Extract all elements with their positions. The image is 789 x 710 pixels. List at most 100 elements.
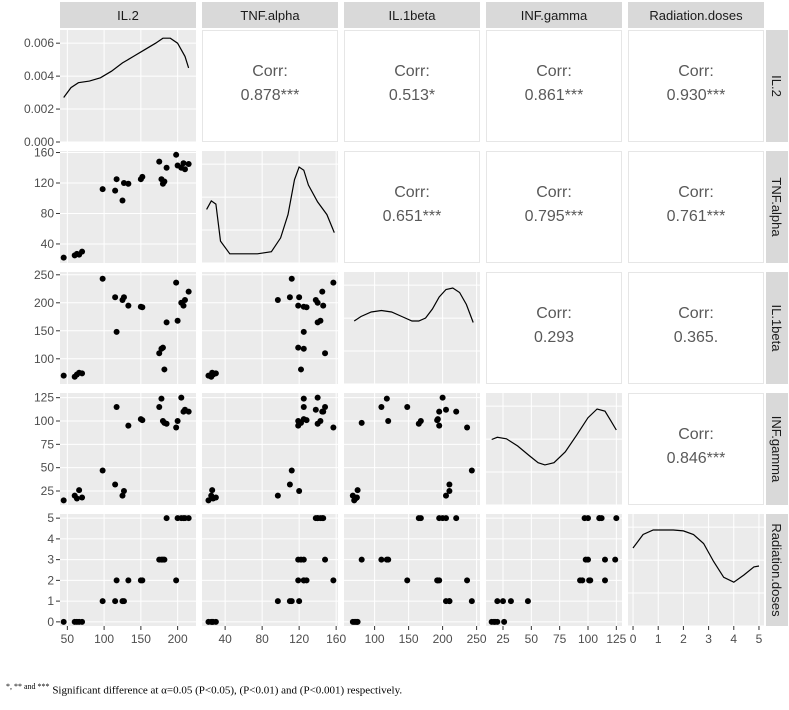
y-tick-label-tnf-alpha: 80 [41, 206, 55, 220]
corr-panel-il-2-vs-radiation-doses [628, 30, 764, 142]
data-point [156, 350, 163, 357]
corr-value-il-2-vs-inf-gamma: 0.861*** [525, 87, 584, 104]
y-tick-label-il-1beta: 200 [34, 296, 54, 310]
strip-right-inf-gamma [766, 393, 788, 505]
data-point [524, 598, 531, 605]
panel-il-1beta-vs-tnf-alpha [202, 272, 338, 384]
data-point [79, 370, 86, 377]
data-point [436, 408, 443, 415]
data-point [296, 488, 303, 494]
data-point [330, 577, 337, 584]
corr-label-il-2-vs-inf-gamma: Corr: [536, 63, 572, 80]
data-point [317, 418, 324, 424]
data-point [181, 166, 188, 173]
strip-label-top-tnf-alpha: TNF.alpha [240, 8, 300, 23]
data-point [120, 180, 127, 186]
data-point [312, 297, 319, 303]
data-point [112, 294, 119, 301]
density-curve-il-1beta [353, 287, 474, 323]
data-point [319, 288, 326, 295]
data-point [113, 404, 120, 410]
strip-top-inf-gamma [486, 2, 622, 28]
data-point [139, 173, 146, 180]
data-point [161, 178, 168, 185]
data-point [163, 420, 170, 427]
corr-label-il-1beta-vs-radiation-doses: Corr: [678, 305, 714, 322]
panel-tnf-alpha-vs-il-2 [60, 151, 196, 263]
y-tick-label-il-1beta: 100 [34, 352, 54, 366]
y-tick-label-radiation-doses: 2 [47, 573, 54, 587]
data-point [314, 394, 321, 401]
data-point [286, 598, 293, 605]
panel-radiation-doses-vs-radiation-doses [628, 514, 764, 626]
data-point [274, 492, 281, 499]
corr-value-tnf-alpha-vs-inf-gamma: 0.795*** [525, 208, 584, 225]
data-point [434, 417, 441, 424]
corr-label-il-2-vs-tnf-alpha: Corr: [252, 63, 288, 80]
corr-panel-tnf-alpha-vs-inf-gamma [486, 151, 622, 263]
corr-panel-il-2-vs-inf-gamma [486, 30, 622, 142]
panel-radiation-doses-vs-tnf-alpha [202, 514, 338, 626]
y-tick-label-tnf-alpha: 40 [41, 237, 55, 251]
corr-panel-tnf-alpha-vs-radiation-doses [628, 151, 764, 263]
strip-label-right-il-1beta: IL.1beta [769, 305, 784, 353]
x-tick-label-inf-gamma: 50 [525, 632, 539, 646]
data-point [319, 515, 326, 522]
x-tick-label-inf-gamma: 75 [553, 632, 567, 646]
x-tick-label-tnf-alpha: 160 [326, 632, 346, 646]
data-point [120, 488, 127, 494]
data-point [163, 319, 170, 326]
data-point [76, 487, 83, 494]
data-point [161, 366, 168, 373]
y-tick-label-tnf-alpha: 160 [34, 146, 54, 160]
data-point [312, 515, 319, 522]
corr-value-tnf-alpha-vs-il-1beta: 0.651*** [383, 208, 442, 225]
density-curve-il-2 [63, 37, 190, 98]
panel-inf-gamma-vs-il-2 [60, 393, 196, 505]
footnote-marks: *, ** and *** [6, 682, 50, 691]
data-point [300, 395, 307, 402]
x-tick-label-radiation-doses: 1 [655, 632, 662, 646]
panel-il-1beta-vs-il-1beta [344, 272, 480, 384]
strip-top-tnf-alpha [202, 2, 338, 28]
data-point [295, 577, 302, 584]
data-point [296, 598, 303, 605]
data-point [297, 556, 304, 563]
data-point [300, 345, 307, 352]
panel-inf-gamma-vs-il-1beta [344, 393, 480, 505]
data-point [113, 328, 120, 335]
x-tick-label-radiation-doses: 4 [730, 632, 737, 646]
data-point [353, 618, 360, 625]
data-point [500, 598, 506, 605]
corr-panel-il-1beta-vs-radiation-doses [628, 272, 764, 384]
y-tick-label-radiation-doses: 3 [47, 553, 54, 567]
data-point [295, 344, 302, 351]
data-point [353, 494, 360, 501]
strip-right-radiation-doses [766, 514, 788, 626]
data-point [404, 577, 411, 584]
strip-right-il-2 [766, 30, 788, 142]
data-point [173, 577, 180, 584]
panel-inf-gamma-vs-inf-gamma [486, 393, 622, 505]
strip-top-radiation-doses [628, 2, 764, 28]
data-point [163, 515, 170, 522]
y-tick-label-inf-gamma: 75 [41, 437, 55, 451]
data-point [322, 556, 329, 563]
y-tick-label-radiation-doses: 5 [47, 511, 54, 525]
strip-label-right-inf-gamma: INF.gamma [769, 416, 784, 483]
data-point [99, 186, 106, 193]
data-point [60, 254, 67, 261]
data-point [443, 515, 449, 522]
data-point [468, 467, 475, 474]
data-point [174, 317, 181, 324]
corr-label-tnf-alpha-vs-radiation-doses: Corr: [678, 184, 714, 201]
strip-label-top-radiation-doses: Radiation.doses [649, 8, 743, 23]
data-point [212, 618, 219, 625]
data-point [181, 297, 188, 303]
corr-value-il-2-vs-radiation-doses: 0.930*** [667, 87, 726, 104]
x-tick-label-tnf-alpha: 40 [218, 632, 232, 646]
corr-panel-inf-gamma-vs-radiation-doses [628, 393, 764, 505]
data-point [125, 180, 132, 187]
x-tick-label-radiation-doses: 3 [705, 632, 712, 646]
data-point [161, 556, 168, 563]
